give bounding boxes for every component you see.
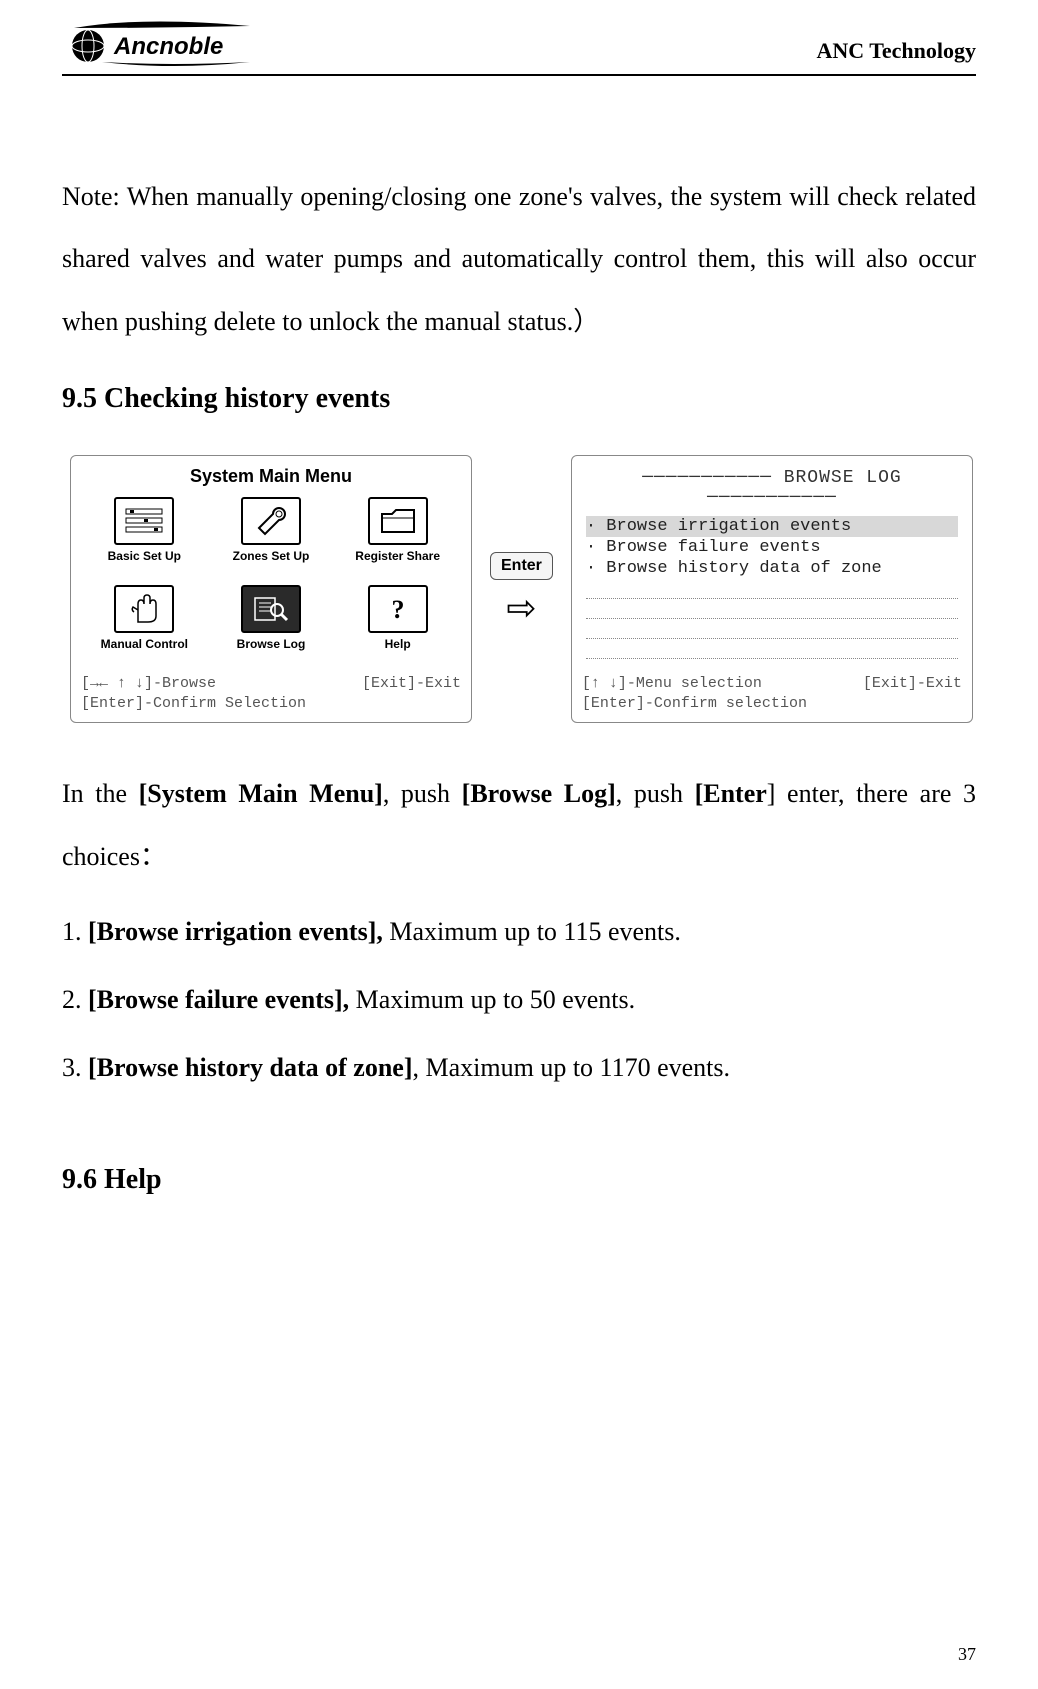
enter-key[interactable]: Enter	[490, 552, 553, 580]
main-menu-grid: Basic Set Up Zones Set Up Register Share	[77, 497, 465, 668]
choice-3: 3. [Browse history data of zone], Maximu…	[62, 1042, 976, 1094]
choice-1: 1. [Browse irrigation events], Maximum u…	[62, 906, 976, 958]
screen1-footer-right: [Exit]-Exit	[362, 674, 461, 715]
menu-label: Basic Set Up	[108, 549, 181, 563]
header-company: ANC Technology	[816, 38, 976, 68]
page-container: Ancnoble ANC Technology Note: When manua…	[0, 0, 1038, 1236]
page-header: Ancnoble ANC Technology	[62, 20, 976, 76]
menu-label: Register Share	[355, 549, 440, 563]
menu-label: Help	[385, 637, 411, 651]
sliders-icon	[114, 497, 174, 545]
menu-label: Zones Set Up	[233, 549, 310, 563]
browse-item-irrigation[interactable]: · Browse irrigation events	[586, 516, 958, 537]
menu-label: Browse Log	[237, 637, 306, 651]
screen-main-menu: System Main Menu Basic Set Up Zones Set …	[70, 455, 472, 723]
bold-enter: [Enter	[695, 779, 767, 808]
screen1-footer-left: [→← ↑ ↓]-Browse [Enter]-Confirm Selectio…	[81, 674, 306, 715]
enter-arrow-column: Enter ⇨	[490, 552, 553, 626]
screen2-footer-right: [Exit]-Exit	[863, 674, 962, 715]
screen2-footer-left: [↑ ↓]-Menu selection [Enter]-Confirm sel…	[582, 674, 807, 715]
screen2-footer: [↑ ↓]-Menu selection [Enter]-Confirm sel…	[578, 668, 966, 717]
menu-item-zones-setup[interactable]: Zones Set Up	[208, 497, 335, 579]
num: 2.	[62, 985, 88, 1014]
bold-system-main-menu: [System Main Menu]	[139, 779, 383, 808]
dotted-line	[586, 601, 958, 619]
browse-log-list: · Browse irrigation events · Browse fail…	[578, 514, 966, 668]
svg-text:Ancnoble: Ancnoble	[113, 33, 223, 60]
folder-icon	[368, 497, 428, 545]
menu-label: Manual Control	[101, 637, 188, 651]
text: , push	[616, 779, 695, 808]
svg-text:?: ?	[391, 595, 404, 624]
choice-bold: [Browse history data of zone]	[88, 1053, 412, 1082]
section-9-5-heading: 9.5 Checking history events	[62, 383, 976, 415]
screens-row: System Main Menu Basic Set Up Zones Set …	[62, 455, 976, 723]
globe-swoosh-icon: Ancnoble	[62, 20, 252, 68]
text: In the	[62, 779, 139, 808]
screen2-title: ─────────── BROWSE LOG ───────────	[578, 462, 966, 514]
logo-area: Ancnoble	[62, 20, 252, 68]
num: 1.	[62, 917, 88, 946]
menu-item-register-share[interactable]: Register Share	[334, 497, 461, 579]
menu-item-browse-log[interactable]: Browse Log	[208, 585, 335, 667]
text: , push	[383, 779, 462, 808]
screen1-footer: [→← ↑ ↓]-Browse [Enter]-Confirm Selectio…	[77, 668, 465, 717]
question-icon: ?	[368, 585, 428, 633]
dotted-line	[586, 641, 958, 659]
section-9-6-heading: 9.6 Help	[62, 1164, 976, 1196]
screen-browse-log: ─────────── BROWSE LOG ─────────── · Bro…	[571, 455, 973, 723]
wrench-icon	[241, 497, 301, 545]
menu-item-basic-setup[interactable]: Basic Set Up	[81, 497, 208, 579]
choice-bold: [Browse failure events],	[88, 985, 356, 1014]
choice-rest: Maximum up to 50 events.	[356, 985, 635, 1014]
choice-2: 2. [Browse failure events], Maximum up t…	[62, 974, 976, 1026]
num: 3.	[62, 1053, 88, 1082]
menu-item-help[interactable]: ? Help	[334, 585, 461, 667]
browse-item-history[interactable]: · Browse history data of zone	[586, 558, 958, 579]
magnifier-icon	[241, 585, 301, 633]
note-paragraph: Note: When manually opening/closing one …	[62, 166, 976, 353]
screen1-title: System Main Menu	[77, 462, 465, 497]
hand-icon	[114, 585, 174, 633]
dotted-line	[586, 621, 958, 639]
dotted-line	[586, 581, 958, 599]
browse-item-failure[interactable]: · Browse failure events	[586, 537, 958, 558]
choice-rest: , Maximum up to 1170 events.	[412, 1053, 730, 1082]
choice-bold: [Browse irrigation events],	[88, 917, 389, 946]
menu-item-manual-control[interactable]: Manual Control	[81, 585, 208, 667]
arrow-right-icon: ⇨	[506, 590, 536, 626]
page-number: 37	[958, 1644, 976, 1665]
instruction-paragraph: In the [System Main Menu], push [Browse …	[62, 763, 976, 888]
choice-rest: Maximum up to 115 events.	[389, 917, 681, 946]
bold-browse-log: [Browse Log]	[462, 779, 616, 808]
